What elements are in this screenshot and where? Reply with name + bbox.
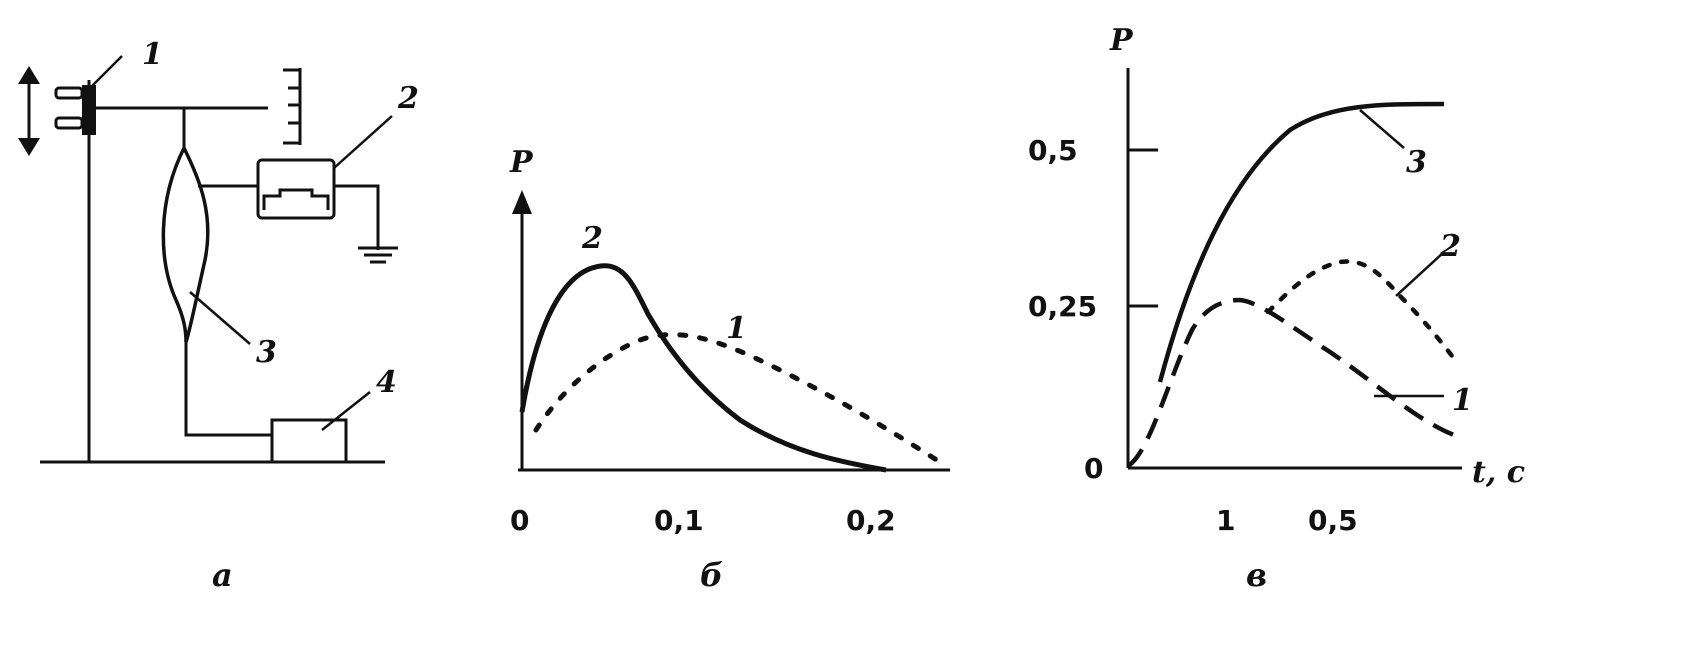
curve-b-2	[519, 263, 887, 473]
label-1: 1	[142, 37, 163, 72]
label-3: 3	[256, 335, 277, 370]
device-2-electrometer	[256, 158, 336, 220]
curve-c-3	[1157, 101, 1445, 383]
leader-c-2	[1395, 251, 1445, 297]
caption-a: а	[212, 556, 233, 594]
suspended-body	[161, 144, 210, 343]
curve-label-c-2: 2	[1439, 229, 1461, 264]
curve-c-1	[1126, 297, 1463, 468]
y-axis-label-b: P	[509, 145, 534, 180]
x-tick-c-05: 0,5	[1308, 504, 1358, 537]
label-4: 4	[376, 365, 397, 400]
lower-wire	[184, 342, 272, 437]
y-tick-c-0: 0	[1084, 452, 1103, 485]
y-axis-arrow-icon	[512, 190, 532, 214]
panel-c-plot: P t, с 0,5 0,25 0 1 0,5 3 2 1 в	[1028, 23, 1525, 594]
leader-4	[321, 391, 371, 431]
x-axis-label-c: t, с	[1472, 455, 1525, 490]
label-2: 2	[397, 81, 419, 116]
curve-b-1	[533, 332, 949, 469]
curve-label-b-2: 2	[581, 221, 603, 256]
leader-c-3	[1359, 109, 1405, 149]
ground-wire	[334, 184, 380, 250]
curve-label-c-3: 3	[1406, 145, 1427, 180]
curve-label-b-1: 1	[726, 311, 747, 346]
y-tick-c-05: 0,5	[1028, 134, 1078, 167]
caption-b: б	[700, 556, 723, 594]
leader-2	[333, 115, 393, 169]
x-tick-b-1: 0,1	[654, 504, 704, 537]
x-tick-b-0: 0	[510, 504, 529, 537]
clamp-screw-top	[54, 86, 84, 100]
y-tick-c-025: 0,25	[1028, 290, 1097, 323]
y-axis-label-c: P	[1109, 23, 1134, 58]
curve-c-2	[1265, 259, 1455, 359]
ground-icon	[358, 246, 398, 264]
scale	[283, 68, 302, 145]
x-tick-b-2: 0,2	[846, 504, 896, 537]
device-4-box	[270, 418, 348, 464]
panel-a-schematic: 1 2 3 4 а	[18, 37, 419, 594]
panel-b-plot: P 0 0,1 0,2 2 1 б	[509, 145, 950, 594]
caption-c: в	[1246, 556, 1267, 594]
leader-1	[91, 55, 123, 87]
x-tick-c-1: 1	[1216, 504, 1235, 537]
double-arrow-icon	[18, 66, 40, 156]
clamp-block	[82, 85, 96, 135]
curve-label-c-1: 1	[1452, 383, 1473, 418]
clamp-screw-bottom	[54, 116, 84, 130]
leader-3	[189, 291, 251, 345]
